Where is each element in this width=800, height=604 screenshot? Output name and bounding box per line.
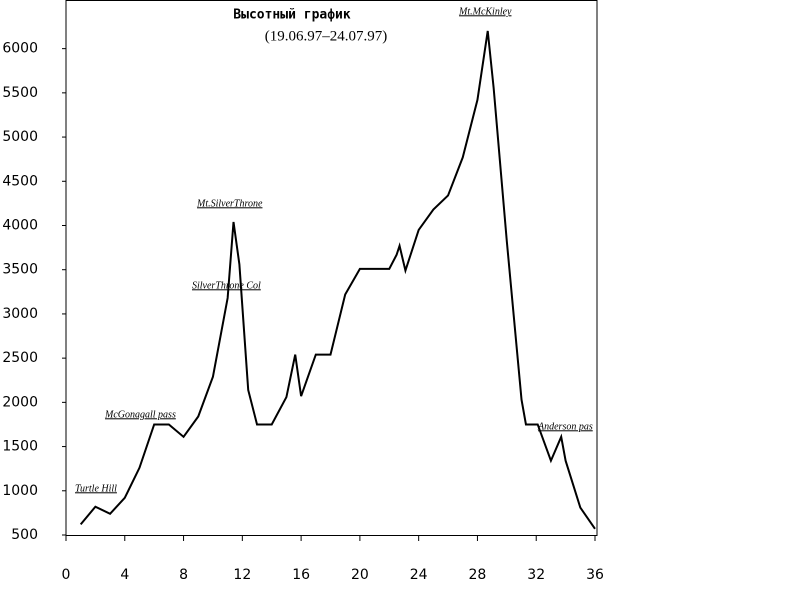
x-tick-label: 12 bbox=[233, 567, 251, 583]
x-tick-label: 0 bbox=[62, 567, 71, 583]
chart-subtitle: (19.06.97–24.07.97) bbox=[265, 28, 388, 44]
x-tick-label: 28 bbox=[469, 567, 487, 583]
chart-title: Высотный график bbox=[233, 8, 351, 23]
y-tick-label: 3000 bbox=[2, 306, 38, 322]
y-tick-label: 4500 bbox=[2, 173, 38, 189]
annotation: SilverThrone Col bbox=[192, 280, 261, 291]
y-tick-label: 500 bbox=[11, 527, 38, 543]
annotation: McGonagall pass bbox=[104, 409, 176, 420]
x-tick-label: 20 bbox=[351, 567, 369, 583]
annotations: Turtle Hill McGonagall pass Mt.SilverThr… bbox=[75, 6, 593, 494]
annotation: Turtle Hill bbox=[75, 483, 117, 494]
elevation-line bbox=[79, 30, 596, 530]
y-tick-label: 6000 bbox=[2, 41, 38, 57]
y-tick-label: 2500 bbox=[2, 350, 38, 366]
annotation: Mt.SilverThrone bbox=[196, 198, 263, 209]
y-tick-label: 2000 bbox=[2, 394, 38, 410]
x-tick-label: 8 bbox=[179, 567, 188, 583]
y-tick-label: 5500 bbox=[2, 85, 38, 101]
x-tick-label: 32 bbox=[527, 567, 545, 583]
x-tick-label: 16 bbox=[292, 567, 310, 583]
y-tick-label: 5000 bbox=[2, 129, 38, 145]
x-tick-label: 4 bbox=[120, 567, 129, 583]
y-tick-label: 1500 bbox=[2, 439, 38, 455]
x-tick-label: 24 bbox=[410, 567, 428, 583]
y-tick-label: 1000 bbox=[2, 483, 38, 499]
plot-frame bbox=[65, 0, 598, 536]
x-tick-label: 36 bbox=[586, 567, 604, 583]
y-tick-label: 4000 bbox=[2, 217, 38, 233]
annotation: Anderson pas bbox=[537, 421, 593, 432]
y-tick-label: 3500 bbox=[2, 262, 38, 278]
annotation: Mt.McKinley bbox=[458, 6, 512, 17]
